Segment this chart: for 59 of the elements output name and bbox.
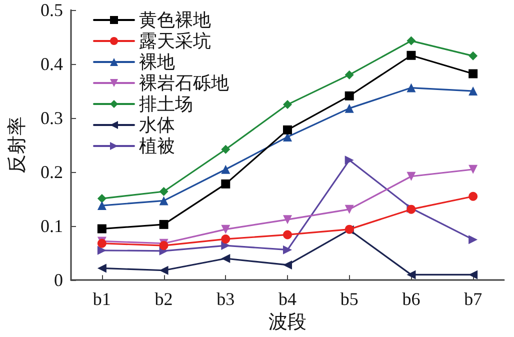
point bbox=[344, 156, 354, 165]
legend-label: 裸地 bbox=[139, 52, 175, 72]
point bbox=[406, 172, 416, 181]
point bbox=[468, 235, 478, 244]
y-tick-label: 0.2 bbox=[40, 162, 63, 182]
point bbox=[97, 246, 106, 255]
y-tick-label: 0.5 bbox=[40, 0, 63, 20]
point bbox=[406, 36, 416, 46]
point bbox=[159, 220, 168, 229]
point bbox=[344, 204, 354, 214]
point bbox=[221, 254, 230, 263]
point bbox=[406, 270, 416, 280]
point bbox=[283, 245, 292, 254]
point bbox=[283, 230, 292, 240]
point bbox=[468, 51, 478, 60]
point bbox=[344, 91, 354, 100]
point bbox=[468, 69, 478, 78]
point bbox=[468, 192, 478, 201]
y-tick-label: 0.3 bbox=[40, 108, 63, 128]
legend-label: 植被 bbox=[139, 136, 175, 156]
point bbox=[221, 224, 230, 234]
x-tick-label: b3 bbox=[216, 289, 235, 310]
point bbox=[97, 264, 106, 273]
y-tick-label: 0.1 bbox=[40, 216, 63, 236]
y-tick-label: 0 bbox=[54, 270, 63, 290]
x-tick-label: b6 bbox=[402, 289, 420, 310]
point bbox=[283, 260, 292, 270]
point bbox=[97, 201, 106, 210]
point bbox=[221, 234, 230, 244]
y-axis-title: 反射率 bbox=[6, 116, 28, 174]
point bbox=[159, 196, 168, 206]
y-tick-label: 0.4 bbox=[40, 54, 63, 74]
x-tick-label: b2 bbox=[154, 289, 173, 310]
point bbox=[406, 83, 416, 92]
point bbox=[283, 100, 292, 110]
point bbox=[344, 70, 354, 80]
point bbox=[159, 241, 168, 250]
legend-label: 排土场 bbox=[139, 94, 193, 114]
point bbox=[468, 86, 478, 96]
point bbox=[221, 164, 230, 174]
point bbox=[221, 144, 230, 154]
point bbox=[97, 224, 106, 234]
x-tick-label: b4 bbox=[278, 289, 296, 310]
x-tick-label: b5 bbox=[340, 289, 358, 310]
point bbox=[468, 164, 478, 174]
point bbox=[283, 215, 292, 224]
x-tick-label: b1 bbox=[92, 289, 111, 310]
legend-label: 水体 bbox=[139, 115, 175, 135]
x-tick-label: b7 bbox=[464, 289, 482, 310]
legend-label: 黄色裸地 bbox=[139, 10, 211, 30]
legend-label: 露天采坑 bbox=[139, 31, 211, 51]
point bbox=[97, 194, 106, 204]
x-axis-title: 波段 bbox=[268, 312, 306, 333]
point bbox=[344, 104, 354, 113]
point bbox=[406, 50, 416, 60]
point bbox=[159, 187, 168, 196]
legend-label: 裸岩石砾地 bbox=[139, 73, 229, 93]
point bbox=[283, 125, 292, 134]
point bbox=[221, 179, 230, 188]
